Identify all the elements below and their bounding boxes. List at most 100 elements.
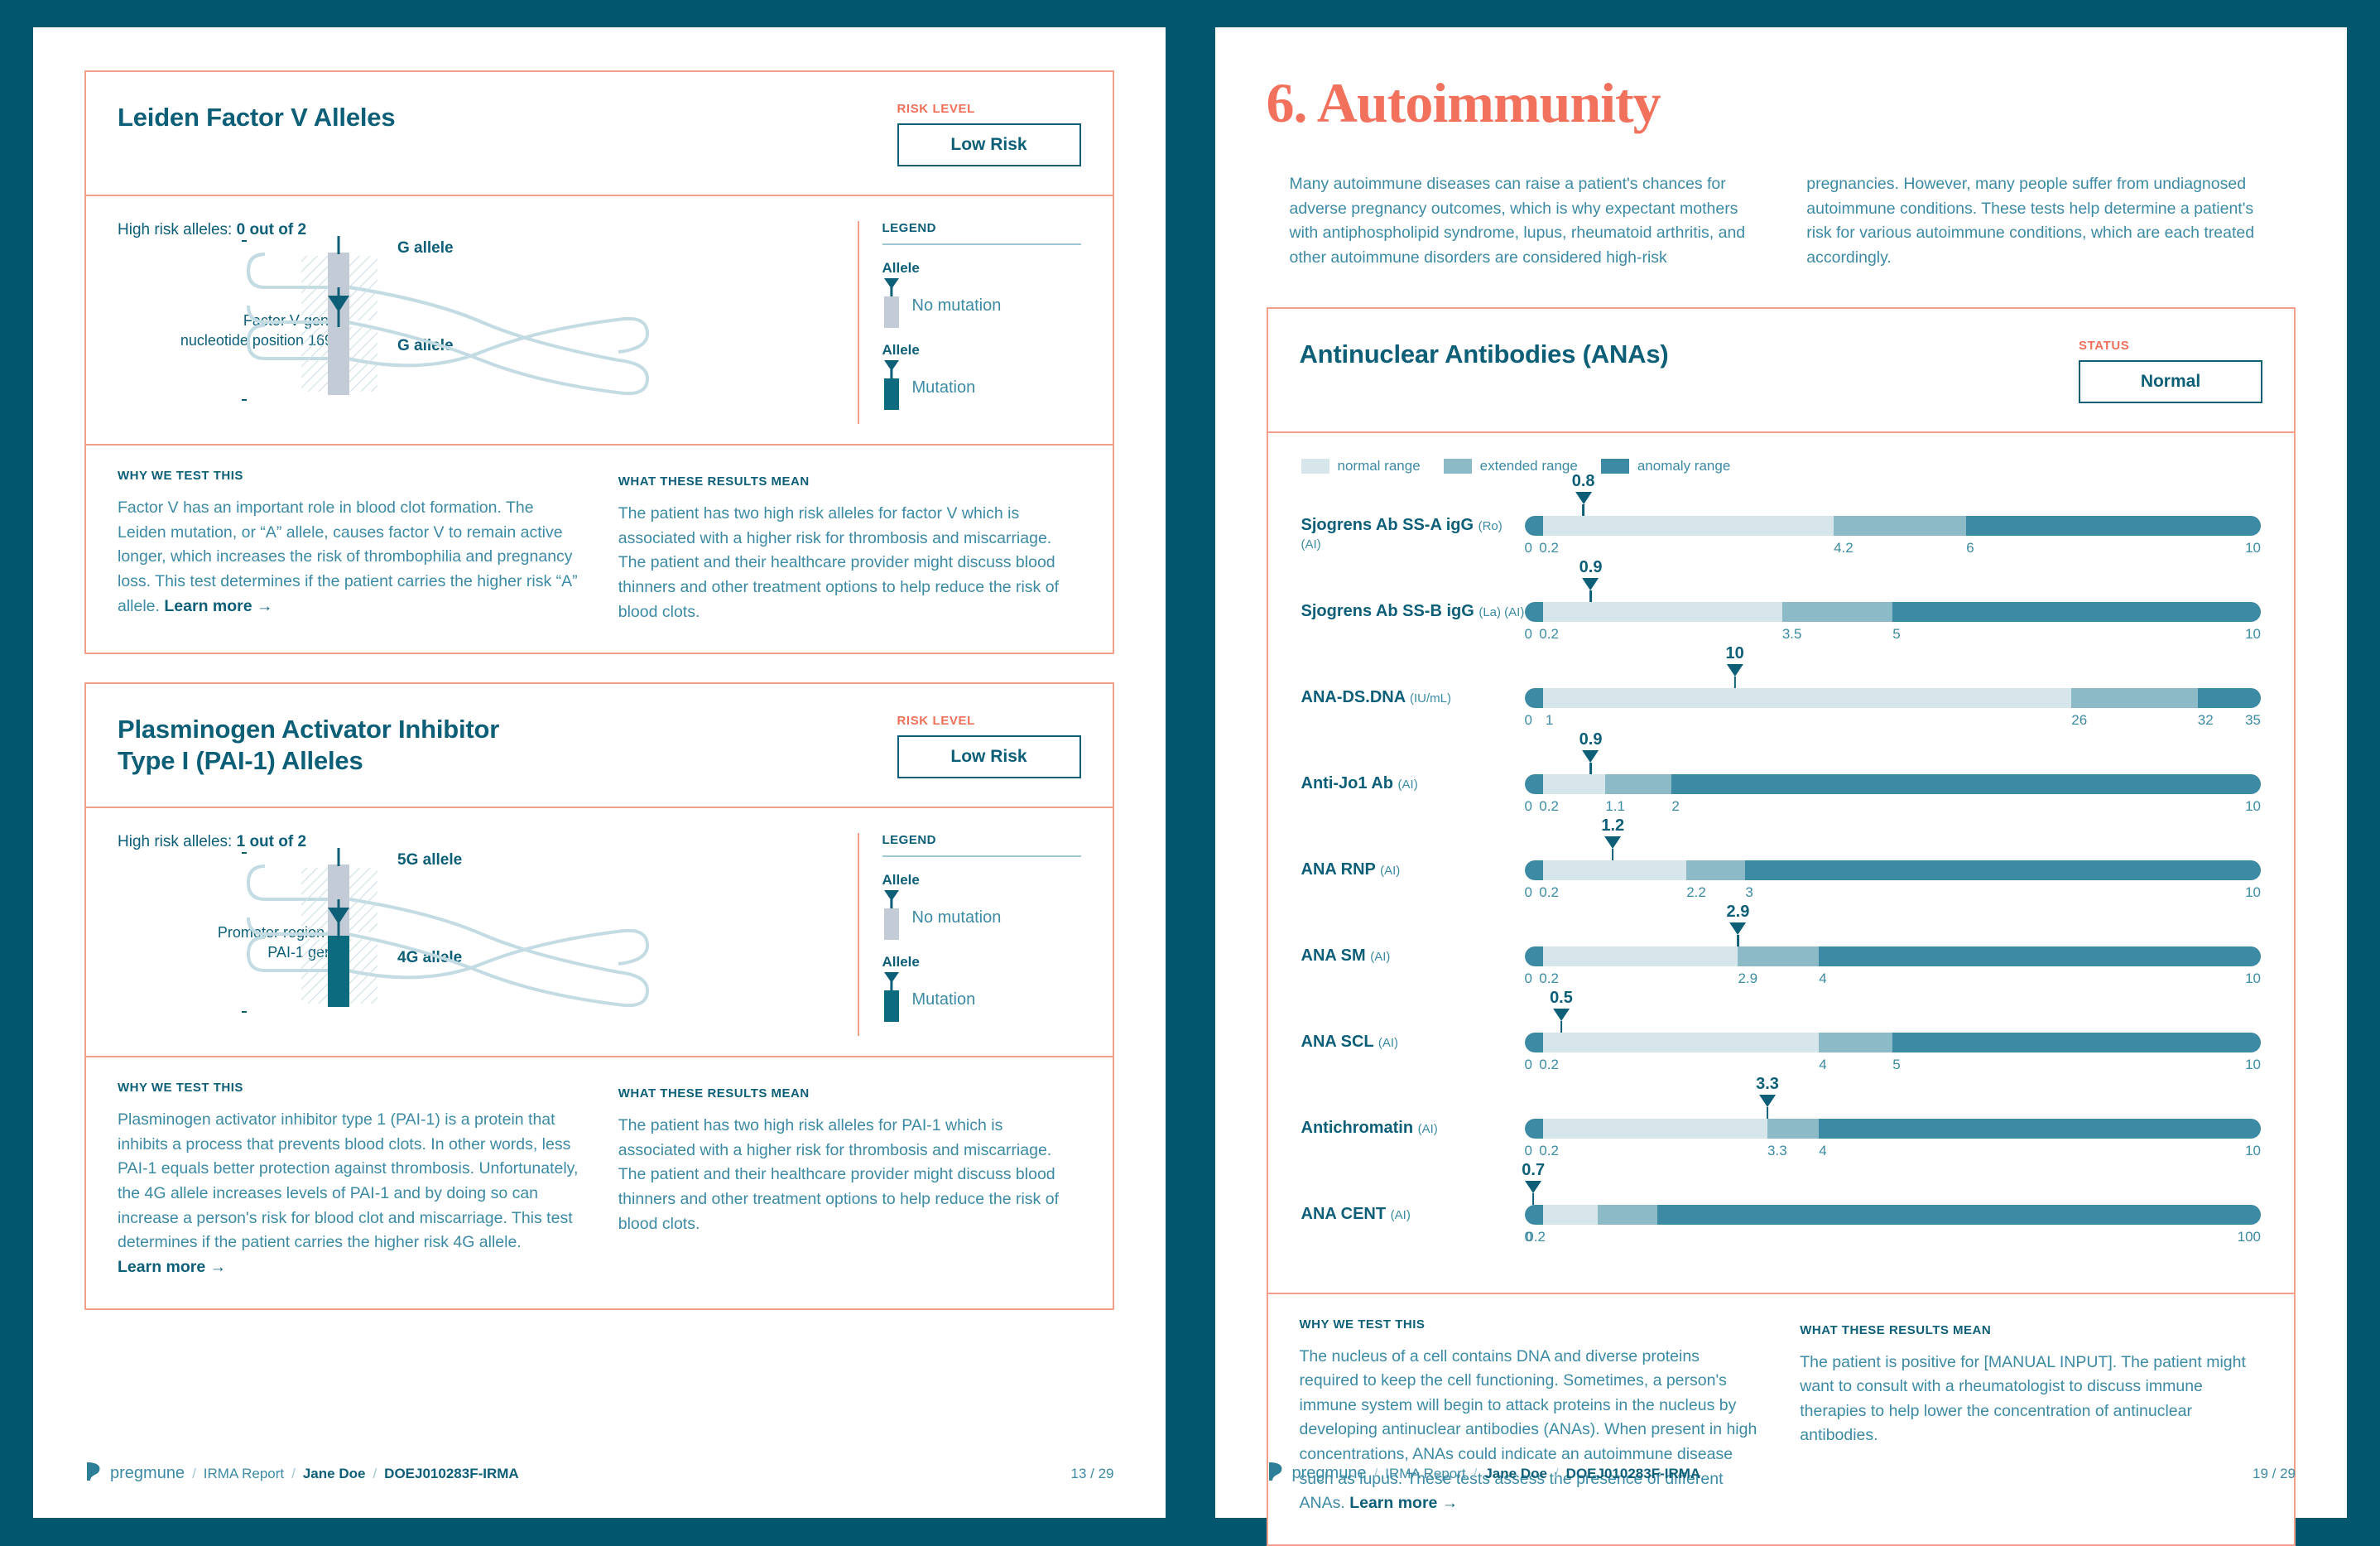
status-badge: Low Risk — [897, 735, 1081, 779]
range-legend: normal range extended range anomaly rang… — [1268, 433, 2295, 493]
gauge-tick-label: 0.2 — [1526, 1228, 1546, 1245]
normal-range-segment — [1524, 860, 1687, 880]
marker-stem — [1531, 1192, 1535, 1213]
gauge-tick-label: 0.2 — [1539, 1056, 1559, 1072]
gauge-row: Sjogrens Ab SS-B igG (La) (AI) 0.9 0 0.2 3.5… — [1301, 559, 2262, 648]
gauge-value: 0.5 — [1550, 988, 1573, 1007]
intro-text: Many autoimmune diseases can raise a pat… — [1267, 172, 2296, 271]
gauge-ticks: 0 0.2 3.5 5 10 — [1525, 626, 2262, 648]
gauge-track-wrapper: 10 0 1 26 32 35 — [1524, 645, 2262, 734]
gauge-start-cap — [1524, 515, 1543, 536]
intro-paragraph-left: Many autoimmune diseases can raise a pat… — [1289, 175, 1746, 267]
gauge-tick-label: 4 — [1819, 1142, 1827, 1158]
status-badge: Normal — [2079, 359, 2262, 403]
mutation-swatch-icon — [882, 360, 901, 416]
gauge-row: Anti-Jo1 Ab (AI) 0.9 0 0.2 1.1 2 10 — [1301, 731, 2262, 820]
gauge-tick-label: 0.2 — [1539, 539, 1559, 556]
gauge-ticks: 0 0.2 4 5 10 — [1525, 1057, 2262, 1078]
gauge-value: 2.9 — [1726, 902, 1750, 921]
marker-triangle-icon — [1525, 1180, 1542, 1193]
legend-item-no-mutation: Allele No mutation — [882, 872, 1081, 946]
allele-label-top: 5G allele — [397, 851, 463, 869]
gauge-ticks: 0 0.2 2.2 3 10 — [1525, 884, 2262, 906]
gauge-label: ANA RNP (AI) — [1301, 860, 1401, 879]
results-mean-column: WHAT THESE RESULTS MEAN The patient has … — [618, 1081, 1081, 1279]
gauge-tick-label: 0.2 — [1539, 970, 1559, 986]
gauge-value-marker: 10 — [1726, 645, 1744, 696]
gauge-row: ANA CENT (AI) 0.7 0 0.2 100 — [1301, 1162, 2261, 1250]
gauge-tick-label: 10 — [2245, 970, 2261, 986]
gauge-tick-label: 10 — [2245, 1142, 2261, 1158]
why-we-test-heading: WHY WE TEST THIS — [118, 469, 243, 483]
gauge-value: 10 — [1725, 643, 1744, 662]
gauge-track — [1524, 687, 2261, 708]
allele-label-top: G allele — [397, 239, 454, 257]
gauge-track-wrapper: 1.2 0 0.2 2.2 3 10 — [1524, 817, 2262, 906]
why-we-test-column: WHY WE TEST THIS Plasminogen activator i… — [118, 1081, 580, 1279]
gauge-tick-label: 0 — [1524, 884, 1532, 900]
marker-stem — [1733, 676, 1736, 696]
gauge-tick-label: 32 — [2197, 711, 2214, 728]
legend-allele-label: Allele — [882, 260, 920, 276]
page-title: Antinuclear Antibodies (ANAs) — [1299, 339, 1669, 368]
gauge-row: Antichromatin (AI) 3.3 0 0.2 3.3 4 10 — [1301, 1076, 2261, 1164]
gauge-value-marker: 0.5 — [1550, 990, 1573, 1041]
separator: / — [291, 1465, 296, 1481]
explanation-section: WHY WE TEST THIS Factor V has an importa… — [86, 445, 1113, 653]
gauge-value: 1.2 — [1601, 816, 1625, 835]
gauge-tick-label: 0.2 — [1539, 884, 1559, 900]
anomaly-range-segment — [1819, 946, 2261, 966]
marker-stem — [1611, 848, 1614, 869]
normal-range-label: normal range — [1337, 457, 1421, 474]
why-text: Factor V has an important role in blood … — [118, 498, 578, 615]
results-mean-body: The patient is positive for [MANUAL INPU… — [1800, 1352, 2246, 1445]
chromosome-diagram: High risk alleles: 1 out of 2 Promoter r… — [118, 815, 858, 1036]
page-title: Plasminogen Activator Inhibitor Type I (… — [118, 715, 500, 775]
explanation-section: WHY WE TEST THIS Plasminogen activator i… — [86, 1057, 1113, 1308]
gauge-tick-label: 4 — [1819, 1056, 1827, 1072]
card-antinuclear-antibodies: Antinuclear Antibodies (ANAs) STATUS Nor… — [1266, 306, 2296, 1546]
gauge-label: ANA SM (AI) — [1301, 946, 1391, 965]
gauge-tick-label: 4.2 — [1834, 539, 1854, 556]
results-mean-column: WHAT THESE RESULTS MEAN The patient has … — [618, 469, 1081, 624]
gauge-tick-label: 0 — [1524, 625, 1532, 642]
patient-name: Jane Doe — [1484, 1465, 1547, 1481]
extended-range-swatch-icon — [1443, 458, 1472, 474]
gauge-tick-label: 3.3 — [1767, 1142, 1787, 1158]
gauge-value: 0.8 — [1571, 471, 1595, 490]
gauge-ticks: 0 1 26 32 35 — [1525, 712, 2262, 734]
normal-range-segment — [1524, 1118, 1768, 1139]
gauge-ticks: 0 0.2 1.1 2 10 — [1525, 798, 2262, 820]
extended-range-segment — [1834, 515, 1967, 536]
gauge-label: Anti-Jo1 Ab (AI) — [1301, 773, 1418, 792]
gauge-tick-label: 0 — [1524, 711, 1532, 728]
gauge-track-wrapper: 0.5 0 0.2 4 5 10 — [1524, 990, 2262, 1078]
gauge-value-marker: 0.8 — [1572, 473, 1595, 524]
pregmune-logo-icon — [1267, 1461, 1285, 1486]
gauge-tick-label: 10 — [2245, 625, 2261, 642]
gauge-start-cap — [1524, 860, 1543, 880]
gauge-tick-label: 2.2 — [1686, 884, 1706, 900]
chromosome-diagram: High risk alleles: 0 out of 2 Factor V g… — [118, 203, 858, 424]
gauge-value: 0.9 — [1579, 557, 1603, 576]
separator: / — [1373, 1465, 1378, 1481]
gauge-track-wrapper: 3.3 0 0.2 3.3 4 10 — [1524, 1076, 2261, 1164]
learn-more-link[interactable]: Learn more → — [118, 1257, 227, 1276]
separator: / — [192, 1465, 196, 1481]
gauge-label: ANA-DS.DNA (IU/mL) — [1301, 687, 1451, 706]
high-risk-alleles-value: 1 out of 2 — [236, 833, 307, 851]
normal-range-segment — [1524, 687, 2072, 708]
page-number: 19 / 29 — [2253, 1465, 2296, 1481]
gauge-tick-label: 1.1 — [1605, 797, 1625, 814]
results-mean-heading: WHAT THESE RESULTS MEAN — [618, 474, 810, 489]
gauge-tick-label: 26 — [2071, 711, 2088, 728]
legend-allele-label: Allele — [882, 954, 920, 970]
extended-range-segment — [1767, 1118, 1820, 1139]
learn-more-link[interactable]: Learn more → — [1349, 1494, 1459, 1513]
learn-more-link[interactable]: Learn more → — [164, 596, 273, 615]
legend-title: LEGEND — [882, 221, 937, 235]
marker-stem — [1582, 503, 1584, 524]
status-group: STATUS Normal — [2079, 339, 2262, 403]
extended-range-segment — [1781, 601, 1893, 622]
marker-triangle-icon — [1582, 577, 1599, 590]
